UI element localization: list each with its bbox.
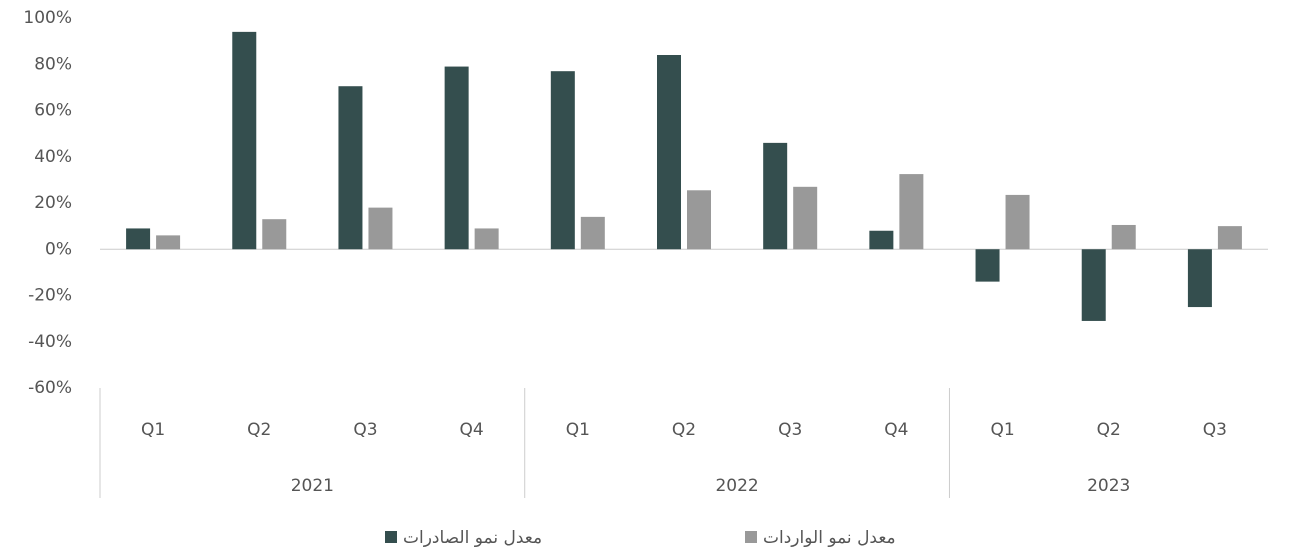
bar (1005, 194, 1030, 250)
bar (368, 207, 393, 250)
y-tick-label: 100% (23, 8, 72, 28)
bar (1111, 224, 1136, 250)
bar (444, 66, 469, 250)
bar (156, 235, 181, 250)
y-tick-label: -60% (28, 378, 72, 398)
x-tick-label: Q2 (247, 420, 271, 440)
x-tick-label: Q3 (353, 420, 377, 440)
bar (338, 86, 363, 250)
bar (899, 174, 924, 250)
group-label: 2023 (1087, 476, 1130, 496)
x-tick-label: Q4 (460, 420, 484, 440)
y-tick-label: -20% (28, 286, 72, 306)
legend-swatch (745, 531, 757, 543)
bar (657, 55, 681, 250)
legend-swatch (385, 531, 397, 543)
bar (687, 190, 711, 250)
bar (580, 216, 605, 250)
bar (793, 186, 818, 250)
x-tick-label: Q1 (141, 420, 165, 440)
x-tick-label: Q4 (884, 420, 908, 440)
bar (763, 142, 788, 250)
y-tick-label: 20% (34, 193, 72, 213)
bar (1081, 249, 1106, 321)
bar (232, 31, 257, 250)
x-tick-label: Q3 (1203, 420, 1227, 440)
bar (1187, 249, 1212, 308)
x-tick-label: Q2 (672, 420, 696, 440)
legend-label: معدل نمو الصادرات (403, 528, 542, 548)
y-tick-label: -40% (28, 332, 72, 352)
group-label: 2021 (291, 476, 334, 496)
bar (262, 219, 287, 250)
y-tick-label: 0% (45, 239, 72, 259)
group-label: 2022 (715, 476, 758, 496)
bar (869, 230, 894, 250)
bar (126, 228, 151, 250)
x-tick-label: Q1 (566, 420, 590, 440)
x-tick-label: Q1 (990, 420, 1014, 440)
y-tick-label: 60% (34, 101, 72, 121)
legend-label: معدل نمو الواردات (763, 528, 896, 548)
y-tick-label: 40% (34, 147, 72, 167)
bar (975, 249, 1000, 282)
bar (474, 228, 499, 250)
bar (550, 71, 575, 250)
y-tick-label: 80% (34, 54, 72, 74)
x-tick-label: Q3 (778, 420, 802, 440)
bar (1217, 226, 1242, 250)
x-tick-label: Q2 (1097, 420, 1121, 440)
